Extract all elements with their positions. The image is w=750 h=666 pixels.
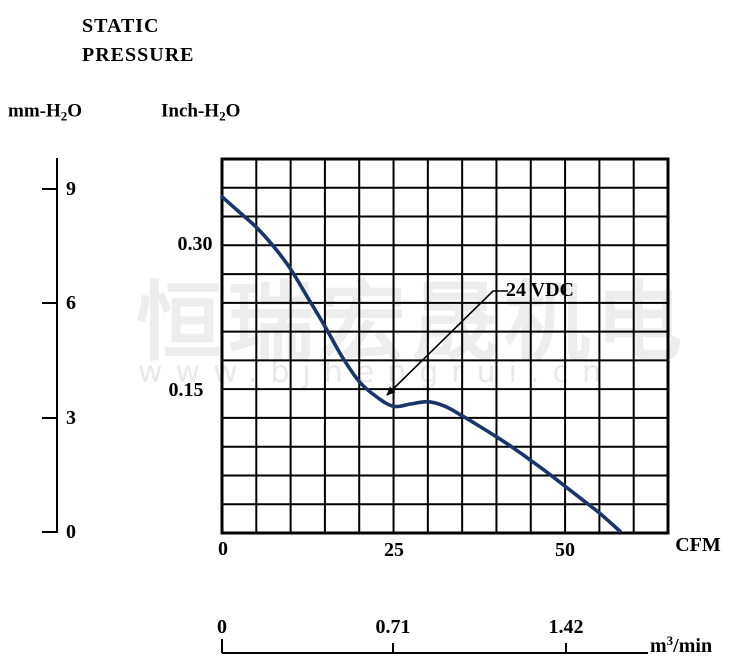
ytick-mm-9: 9 <box>66 178 76 200</box>
ytick-mm-0: 0 <box>66 521 76 543</box>
xtick-cfm-25: 25 <box>384 539 404 561</box>
ytick-mm-3: 3 <box>66 407 76 429</box>
grid <box>222 159 668 533</box>
xtick-cfm-0: 0 <box>218 538 228 560</box>
xtick-m3-071: 0.71 <box>375 616 411 638</box>
ytick-inch-015: 0.15 <box>168 379 204 401</box>
annotation-leader-line <box>386 290 508 396</box>
left-axis <box>42 158 58 533</box>
m3min-unit-label: m3/min <box>650 633 713 657</box>
chart-title: STATIC PRESSURE <box>82 12 194 70</box>
annotation-24vdc-label: 24 VDC <box>506 279 574 301</box>
m3min-axis <box>221 639 648 654</box>
cfm-unit-label: CFM <box>675 534 721 556</box>
mm-h2o-unit-label: mm-H2O <box>8 100 83 124</box>
watermark-cjk-text: 恒瑞宏晟机电 <box>136 273 688 373</box>
curve-24vdc <box>220 194 622 533</box>
chart-title-line2: PRESSURE <box>82 44 195 66</box>
xtick-m3-142: 1.42 <box>548 616 584 638</box>
xtick-cfm-50: 50 <box>555 539 575 561</box>
ytick-mm-6: 6 <box>66 292 76 314</box>
ytick-inch-030: 0.30 <box>177 233 213 255</box>
inch-h2o-unit-label: Inch-H2O <box>161 100 241 124</box>
plot-border <box>220 157 670 535</box>
chart-title-line1: STATIC <box>82 15 160 37</box>
xtick-m3-0: 0 <box>217 616 227 638</box>
